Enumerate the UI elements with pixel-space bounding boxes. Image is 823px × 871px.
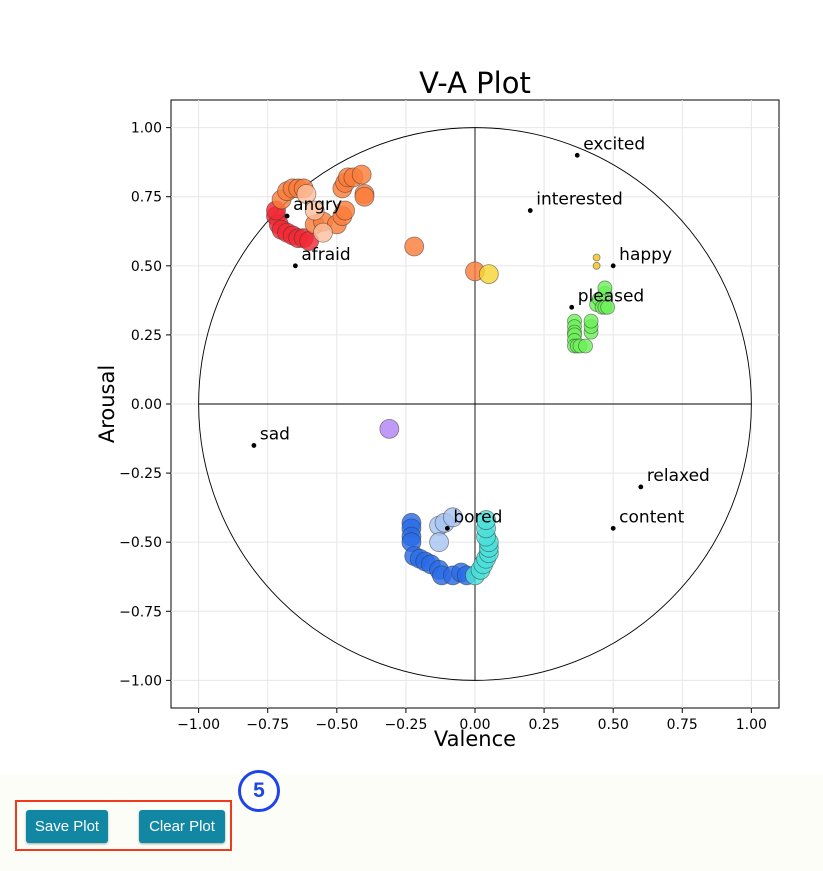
data-point	[296, 184, 317, 204]
step-number-badge: 5	[238, 770, 280, 812]
data-point	[404, 236, 425, 257]
plot-controls-highlight: Save Plot Clear Plot	[15, 800, 232, 851]
x-tick-label: 0.25	[529, 717, 560, 733]
y-tick-label: −0.50	[119, 535, 162, 551]
tick-layer: −1.00 −0.75 −0.50 −0.25 0.00 0.25 0.50 0.75 1.00…	[119, 121, 767, 733]
x-tick-label: −0.50	[315, 717, 358, 733]
x-axis-label: Valence	[434, 727, 516, 751]
emotion-reference-point	[292, 263, 298, 269]
data-point	[578, 338, 593, 354]
emotion-label: bored	[453, 507, 502, 527]
reference-layer: excited interested happy pleased angry afraid…	[251, 134, 710, 531]
data-point	[351, 164, 372, 185]
emotion-reference-point	[251, 443, 257, 448]
emotion-reference-point	[569, 304, 575, 310]
emotion-label: excited	[583, 134, 645, 154]
save-plot-button[interactable]: Save Plot	[26, 810, 108, 843]
y-tick-label: −0.75	[119, 604, 162, 620]
data-point	[476, 510, 496, 530]
x-tick-label: −0.75	[246, 717, 289, 733]
emotion-label: relaxed	[647, 466, 710, 486]
y-tick-label: 0.50	[131, 259, 162, 275]
chart-title: V-A Plot	[419, 66, 531, 100]
x-tick-label: 1.00	[736, 717, 767, 733]
marker-layer	[266, 164, 616, 586]
emotion-label: sad	[260, 424, 290, 444]
emotion-label: angry	[293, 195, 342, 215]
x-tick-label: 0.75	[667, 717, 698, 733]
data-point	[335, 200, 356, 221]
data-point	[379, 418, 400, 439]
emotion-label: interested	[536, 190, 622, 210]
data-point	[583, 313, 599, 329]
emotion-reference-point	[444, 525, 450, 531]
va-plot: excited interested happy pleased angry afraid…	[95, 66, 780, 751]
emotion-reference-point	[527, 208, 533, 213]
data-point	[478, 264, 499, 285]
controls-area	[0, 775, 823, 871]
data-point	[354, 186, 375, 207]
data-point	[592, 253, 601, 262]
y-tick-label: 0.25	[131, 328, 162, 344]
x-tick-label: 0.50	[598, 717, 629, 733]
data-point	[313, 222, 333, 243]
clear-plot-button[interactable]: Clear Plot	[139, 810, 225, 843]
y-axis-label: Arousal	[95, 365, 119, 443]
data-point	[442, 507, 463, 528]
emotion-reference-point	[610, 263, 616, 269]
data-point	[597, 280, 613, 296]
x-tick-label: −0.25	[384, 717, 427, 733]
emotion-label: pleased	[578, 286, 645, 306]
y-tick-label: 1.00	[131, 121, 162, 137]
y-tick-label: 0.00	[131, 397, 162, 413]
emotion-label: happy	[619, 245, 672, 265]
emotion-reference-point	[638, 484, 644, 490]
emotion-label: content	[619, 507, 684, 527]
y-tick-label: −0.25	[119, 466, 162, 482]
emotion-label: afraid	[301, 245, 350, 265]
data-point	[592, 261, 601, 270]
x-tick-label: 0.00	[459, 717, 490, 733]
x-tick-label: −1.00	[177, 717, 220, 733]
emotion-reference-point	[574, 152, 580, 158]
data-point	[429, 532, 449, 553]
y-tick-label: −1.00	[119, 673, 162, 689]
emotion-reference-point	[284, 213, 290, 219]
emotion-reference-point	[610, 525, 616, 531]
y-tick-label: 0.75	[131, 190, 162, 206]
data-point	[304, 200, 325, 221]
